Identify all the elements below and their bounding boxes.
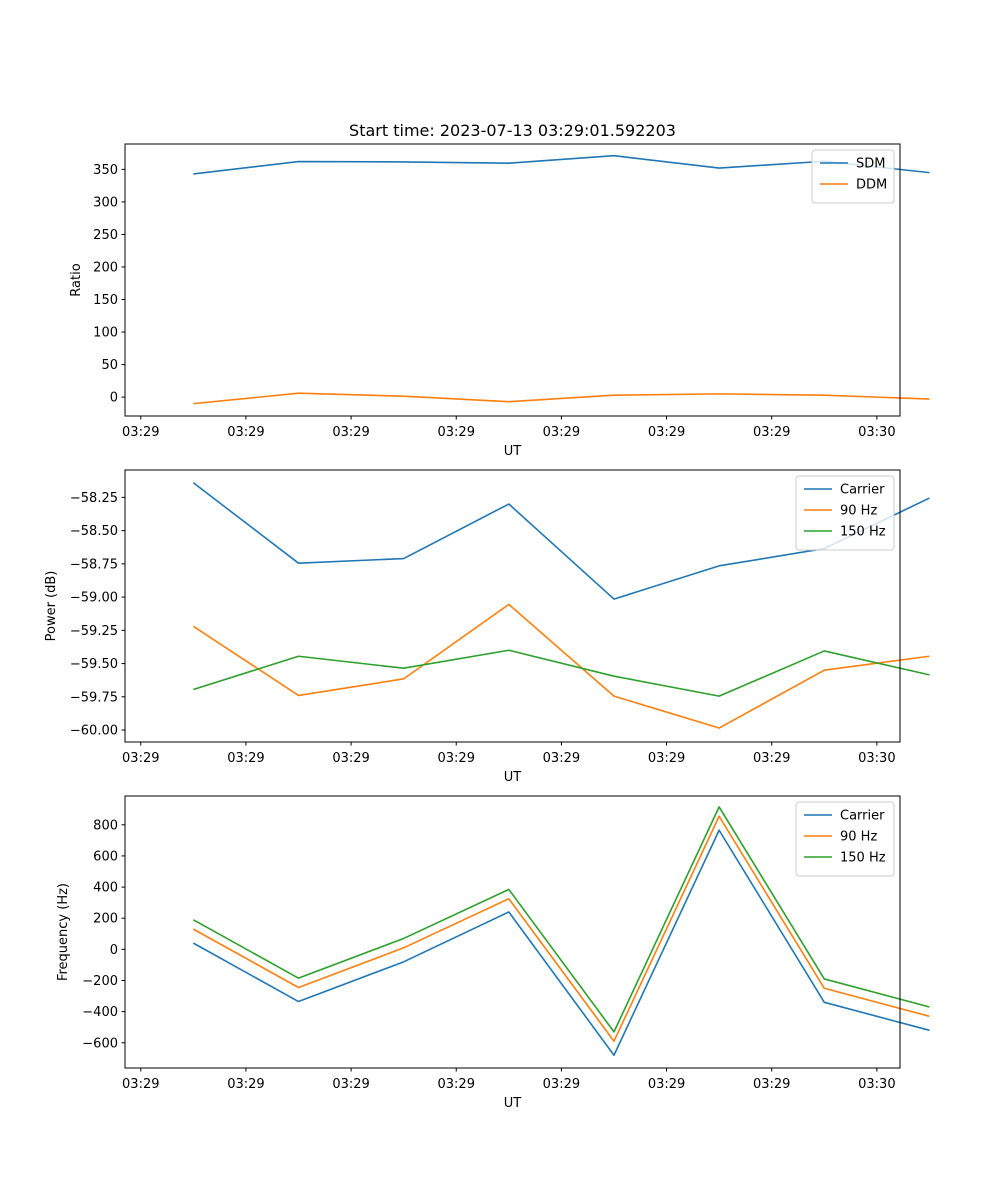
ratio-series-sdm (193, 154, 930, 175)
power-x-tick-label: 03:30 (858, 751, 895, 766)
frequency-legend-label: Carrier (840, 809, 885, 824)
ratio-y-tick-label: 100 (93, 326, 118, 341)
frequency-y-tick-label: 0 (110, 943, 118, 958)
power-legend-label: 90 Hz (840, 504, 877, 519)
frequency-x-tick-label: 03:29 (543, 1077, 580, 1092)
ratio-axes: Start time: 2023-07-13 03:29:01.592203 0 5… (69, 121, 930, 459)
frequency-legend-label: 90 Hz (840, 830, 877, 845)
power-x-tick-label: 03:29 (543, 751, 580, 766)
power-x-tick-label: 03:29 (438, 751, 475, 766)
chart-title: Start time: 2023-07-13 03:29:01.592203 (349, 121, 676, 140)
ratio-y-tick-label: 150 (93, 293, 118, 308)
ratio-legend: SDM DDM (811, 149, 895, 204)
frequency-x-axis-label: UT (504, 1096, 522, 1111)
power-y-tick-label: −58.25 (70, 491, 118, 506)
frequency-x-tick-label: 03:29 (648, 1077, 685, 1092)
power-series-150-hz (193, 649, 930, 697)
ratio-legend-label: SDM (856, 157, 885, 172)
frequency-legend: Carrier 90 Hz 150 Hz (795, 801, 895, 877)
ratio-x-tick-label: 03:29 (753, 425, 790, 440)
ratio-legend-label: DDM (856, 178, 887, 193)
power-axes-frame (124, 469, 901, 743)
ratio-y-tick-label: 200 (93, 260, 118, 275)
power-x-axis-label: UT (504, 770, 522, 785)
power-x-tick-label: 03:29 (227, 751, 264, 766)
ratio-x-tick-label: 03:30 (858, 425, 895, 440)
frequency-axes-frame (124, 795, 901, 1069)
power-legend-label: 150 Hz (840, 525, 886, 540)
frequency-y-tick-label: 400 (93, 881, 118, 896)
power-legend: Carrier 90 Hz 150 Hz (795, 475, 895, 551)
ratio-y-tick-label: 250 (93, 228, 118, 243)
power-axes: −60.00 −59.75 −59.50 −59.25 −59.00 −58.75 −58.… (44, 469, 930, 785)
ratio-y-tick-label: 50 (101, 358, 118, 373)
power-y-tick-label: −59.00 (70, 591, 118, 606)
power-x-tick-label: 03:29 (332, 751, 369, 766)
power-y-tick-label: −58.50 (70, 524, 118, 539)
frequency-x-tick-label: 03:29 (122, 1077, 159, 1092)
frequency-x-tick-label: 03:29 (438, 1077, 475, 1092)
power-x-tick-label: 03:29 (753, 751, 790, 766)
power-y-tick-label: −60.00 (70, 724, 118, 739)
ratio-x-tick-label: 03:29 (438, 425, 475, 440)
ratio-y-tick-label: 300 (93, 195, 118, 210)
power-series-90-hz (192, 603, 930, 729)
power-legend-label: Carrier (840, 483, 885, 498)
ratio-x-tick-label: 03:29 (648, 425, 685, 440)
frequency-x-tick-label: 03:29 (332, 1077, 369, 1092)
frequency-axes: −600 −400 −200 0 200 400 600 800 03:29 03:29 03:29… (56, 795, 930, 1111)
power-y-tick-label: −59.50 (70, 657, 118, 672)
power-y-axis-label: Power (dB) (44, 571, 59, 642)
frequency-y-tick-label: 200 (93, 912, 118, 927)
power-y-tick-label: −59.25 (70, 624, 118, 639)
ratio-series-ddm (193, 392, 930, 405)
frequency-y-tick-label: 600 (93, 849, 118, 864)
ratio-x-tick-label: 03:29 (227, 425, 264, 440)
frequency-x-tick-label: 03:29 (753, 1077, 790, 1092)
frequency-series-carrier (192, 829, 930, 1057)
power-y-tick-label: −58.75 (70, 557, 118, 572)
ratio-x-tick-label: 03:29 (332, 425, 369, 440)
ratio-x-axis-label: UT (504, 444, 522, 459)
power-series-carrier (192, 482, 930, 600)
frequency-series-90-hz (192, 815, 930, 1043)
ratio-x-tick-label: 03:29 (543, 425, 580, 440)
ratio-y-tick-label: 350 (93, 163, 118, 178)
ratio-y-axis-label: Ratio (69, 263, 84, 296)
frequency-y-axis-label: Frequency (Hz) (56, 883, 71, 981)
ratio-y-tick-label: 0 (110, 391, 118, 406)
frequency-series-150-hz (192, 806, 930, 1033)
frequency-legend-label: 150 Hz (840, 851, 886, 866)
frequency-y-tick-label: −400 (82, 1005, 118, 1020)
ratio-axes-frame (124, 143, 901, 417)
frequency-y-tick-label: −600 (82, 1036, 118, 1051)
power-x-tick-label: 03:29 (648, 751, 685, 766)
ratio-x-tick-label: 03:29 (122, 425, 159, 440)
power-x-tick-label: 03:29 (122, 751, 159, 766)
frequency-x-tick-label: 03:29 (227, 1077, 264, 1092)
frequency-x-tick-label: 03:30 (858, 1077, 895, 1092)
power-y-tick-label: −59.75 (70, 690, 118, 705)
frequency-y-tick-label: 800 (93, 818, 118, 833)
frequency-y-tick-label: −200 (82, 974, 118, 989)
